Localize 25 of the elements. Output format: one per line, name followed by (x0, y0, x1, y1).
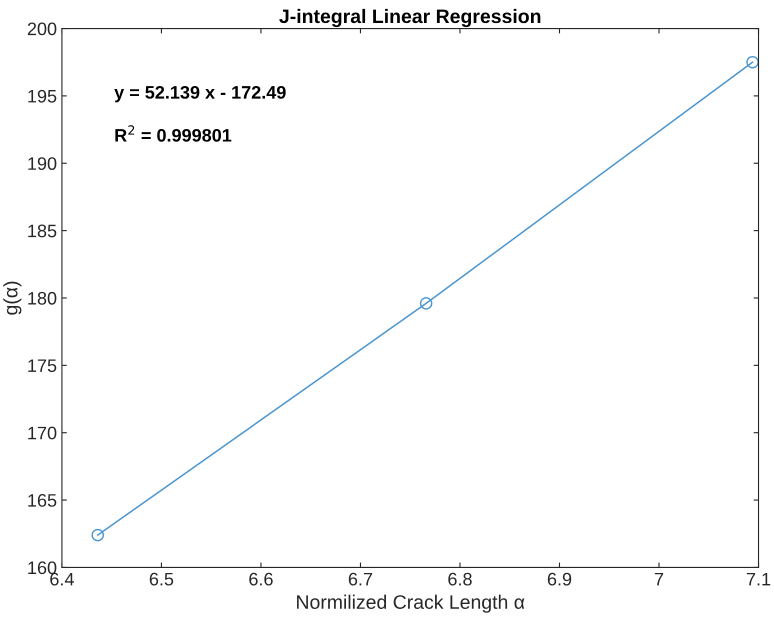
x-tick-label: 6.9 (548, 572, 572, 586)
chart-title: J-integral Linear Regression (279, 8, 540, 28)
x-tick-label: 6.4 (50, 572, 74, 586)
annotation: R$^{2}$ = 0.999801 (115, 125, 232, 142)
x-tick-label: 6.5 (150, 572, 174, 586)
point (746, 56, 759, 68)
y-tick-label: 195 (28, 90, 56, 103)
y-tick-label: 175 (28, 359, 56, 372)
y-tick-label: 170 (28, 426, 56, 440)
y-tick-label: 160 (28, 561, 56, 574)
x-tick-label: 7 (654, 572, 664, 586)
x-tick-label: 6.6 (249, 572, 273, 586)
y-tick-label: 165 (28, 494, 56, 507)
point (420, 297, 432, 310)
y-tick-label: 180 (28, 292, 56, 305)
y-axis-title: g(α) (3, 282, 22, 315)
x-tick-label: 6.8 (448, 572, 472, 586)
y-tick-label: 185 (28, 224, 56, 238)
x-tick-label: 6.7 (348, 572, 372, 586)
x-axis-title: Normilized Crack Length α (297, 594, 524, 613)
y-tick-label: 200 (28, 22, 56, 36)
point (91, 528, 104, 542)
y-tick-label: 190 (28, 157, 56, 170)
annotation: y = 52.139 x - 172.49 (114, 86, 286, 102)
x-tick-label: 7.1 (746, 572, 770, 586)
